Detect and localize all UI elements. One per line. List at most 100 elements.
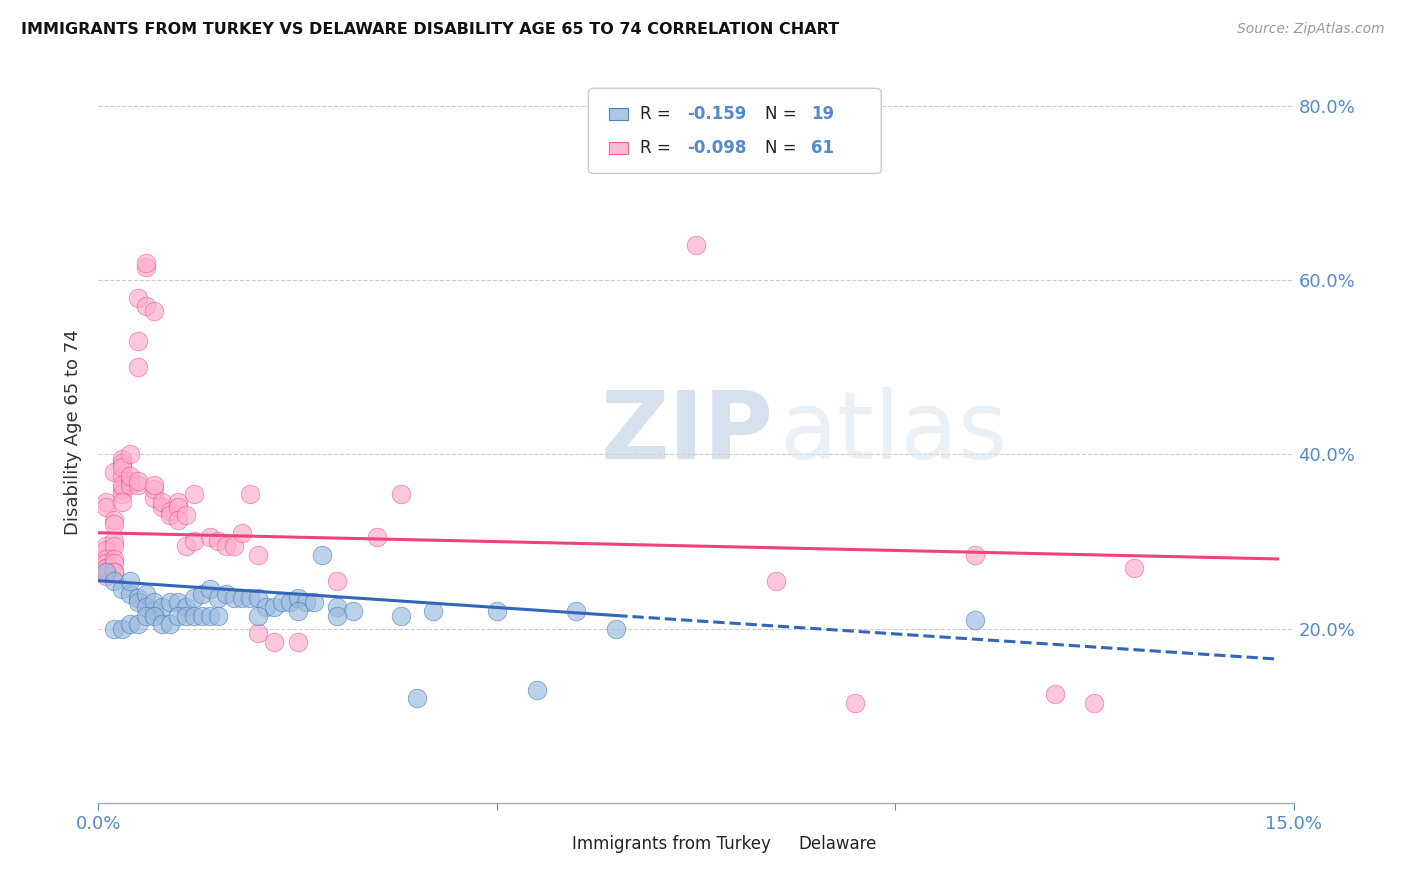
Text: atlas: atlas <box>779 386 1008 479</box>
Point <box>311 548 333 562</box>
Point <box>127 334 149 348</box>
Point <box>111 456 134 470</box>
Point <box>103 534 125 549</box>
Point <box>294 595 316 609</box>
Point <box>127 360 149 375</box>
FancyBboxPatch shape <box>609 108 628 120</box>
Point <box>159 504 181 518</box>
Point <box>96 565 118 579</box>
Point <box>143 608 166 623</box>
Point <box>135 587 157 601</box>
Point <box>174 508 197 523</box>
Point <box>302 595 325 609</box>
Point <box>254 599 277 614</box>
Point <box>135 260 157 274</box>
Point <box>263 599 285 614</box>
Point <box>96 560 118 574</box>
Point <box>246 548 269 562</box>
Point <box>183 608 205 623</box>
Point <box>485 604 508 618</box>
Point <box>103 517 125 532</box>
Point <box>765 574 787 588</box>
Point <box>215 539 238 553</box>
FancyBboxPatch shape <box>609 142 628 154</box>
Text: Immigrants from Turkey: Immigrants from Turkey <box>572 835 770 853</box>
Point <box>231 591 253 606</box>
Point <box>127 478 149 492</box>
Point <box>120 474 142 488</box>
Point <box>120 478 142 492</box>
Text: -0.159: -0.159 <box>688 105 747 123</box>
Point <box>246 591 269 606</box>
Point <box>270 595 292 609</box>
Point <box>287 604 309 618</box>
Point <box>278 595 301 609</box>
Text: N =: N = <box>765 105 803 123</box>
Text: R =: R = <box>640 105 676 123</box>
Point <box>120 617 142 632</box>
Point <box>1083 696 1105 710</box>
Point <box>143 604 166 618</box>
Point <box>239 591 262 606</box>
Point <box>326 599 349 614</box>
Point <box>174 539 197 553</box>
Point <box>159 595 181 609</box>
Point <box>143 482 166 496</box>
Point <box>183 486 205 500</box>
Point <box>96 539 118 553</box>
Point <box>191 608 214 623</box>
Point <box>135 599 157 614</box>
Point <box>389 608 412 623</box>
Point <box>135 256 157 270</box>
Point <box>127 591 149 606</box>
Point <box>342 604 364 618</box>
Point <box>111 495 134 509</box>
Point <box>183 591 205 606</box>
Point <box>96 500 118 514</box>
Point <box>167 513 190 527</box>
Point <box>191 587 214 601</box>
Point <box>111 469 134 483</box>
Point <box>143 303 166 318</box>
Point <box>1123 560 1146 574</box>
Point <box>103 574 125 588</box>
Point <box>143 478 166 492</box>
Text: -0.098: -0.098 <box>688 139 747 157</box>
FancyBboxPatch shape <box>768 838 787 849</box>
Point <box>103 565 125 579</box>
Point <box>127 291 149 305</box>
Y-axis label: Disability Age 65 to 74: Disability Age 65 to 74 <box>65 330 83 535</box>
Point <box>239 486 262 500</box>
Point <box>207 591 229 606</box>
Point <box>183 534 205 549</box>
Point <box>135 608 157 623</box>
Point <box>963 548 986 562</box>
Point <box>143 595 166 609</box>
FancyBboxPatch shape <box>541 838 560 849</box>
Point <box>198 530 221 544</box>
Point <box>422 604 444 618</box>
Point <box>326 574 349 588</box>
Text: IMMIGRANTS FROM TURKEY VS DELAWARE DISABILITY AGE 65 TO 74 CORRELATION CHART: IMMIGRANTS FROM TURKEY VS DELAWARE DISAB… <box>21 22 839 37</box>
Point <box>526 682 548 697</box>
Point <box>231 525 253 540</box>
Point <box>96 565 118 579</box>
Text: 19: 19 <box>811 105 834 123</box>
Text: Delaware: Delaware <box>799 835 877 853</box>
Point <box>111 486 134 500</box>
Point <box>215 587 238 601</box>
Point <box>159 508 181 523</box>
Point <box>963 613 986 627</box>
Point <box>120 587 142 601</box>
Point <box>174 608 197 623</box>
Point <box>103 539 125 553</box>
Point <box>96 569 118 583</box>
Point <box>127 595 149 609</box>
Point <box>103 513 125 527</box>
Point <box>605 622 627 636</box>
Point <box>167 500 190 514</box>
Point <box>246 626 269 640</box>
Point <box>111 482 134 496</box>
Point <box>103 556 125 570</box>
Text: Source: ZipAtlas.com: Source: ZipAtlas.com <box>1237 22 1385 37</box>
